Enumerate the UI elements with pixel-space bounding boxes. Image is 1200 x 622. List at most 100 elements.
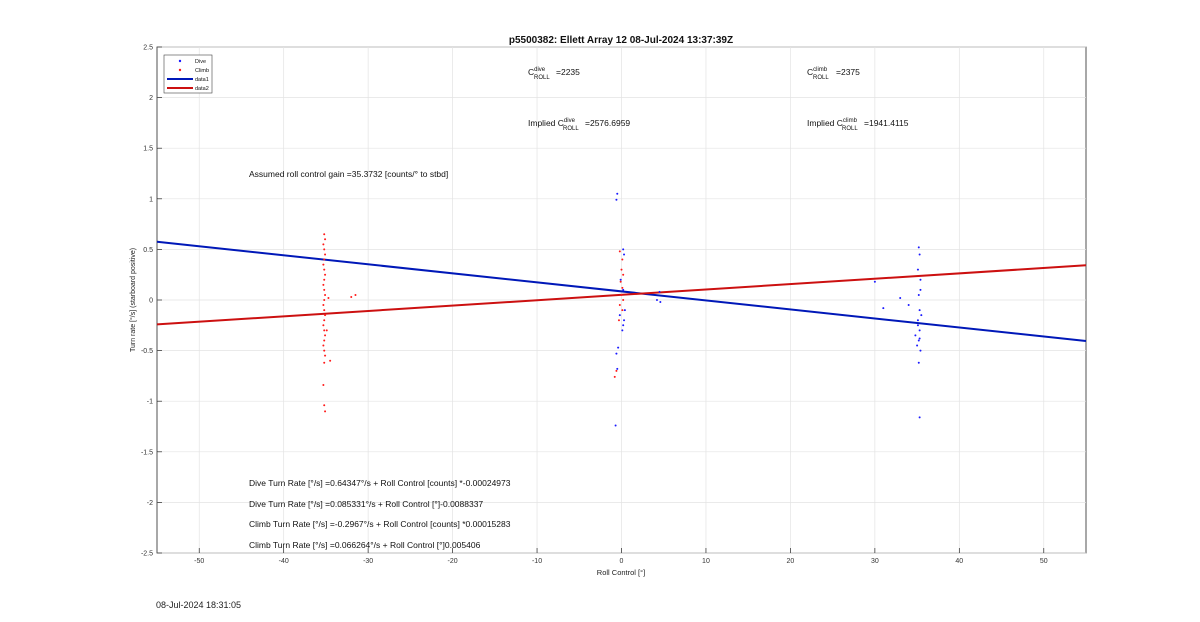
c-dive-sup: dive [534,67,546,73]
implied-climb-value: =1941.4115 [864,118,909,128]
point-climb [617,319,620,322]
point-dive [618,314,621,317]
point-climb [613,375,616,378]
legend-climb-marker [178,68,182,72]
point-climb [324,238,327,241]
y-tick-label: 2 [149,95,153,102]
point-dive [919,288,922,291]
point-climb [618,250,621,253]
c-dive-value: =2235 [556,67,580,77]
point-climb [622,299,625,301]
point-climb [323,309,326,312]
fit-annotation-4: Climb Turn Rate [°/s] =0.066264°/s + Rol… [249,540,481,550]
point-climb [324,410,327,413]
implied-dive-sup: dive [564,118,576,124]
point-climb [322,243,325,246]
x-tick-label: 40 [955,558,963,565]
print-timestamp: 08-Jul-2024 18:31:05 [156,600,242,610]
c-dive-annotation: Cdive ROLL =2235 [528,67,580,81]
point-dive [918,329,921,332]
legend-climb-label: Climb [195,68,209,74]
point-climb [615,369,618,372]
y-tick-label: -2.5 [141,551,153,558]
implied-dive-prefix: Implied C [528,118,564,128]
y-tick-label: 0 [149,298,153,305]
x-axis-label: Roll Control [°] [597,568,645,577]
scatter-points [322,192,923,427]
y-tick-label: -2 [147,500,153,507]
x-tick-label: -20 [448,558,458,565]
point-climb [621,309,624,312]
x-tick-label: -10 [532,558,542,565]
x-tick-label: 0 [620,558,624,565]
point-dive [623,319,626,322]
y-ticks: -2.5 -2 -1.5 -1 -0.5 0 0.5 1 1.5 2 2.5 [141,45,162,558]
chart-title: p5500382: Ellett Array 12 08-Jul-2024 13… [509,35,733,46]
point-dive [917,361,920,364]
c-dive-sub: ROLL [534,75,550,81]
point-climb [327,296,330,299]
point-climb [324,314,327,317]
point-climb [323,339,326,342]
point-dive [917,293,920,296]
x-tick-label: 30 [871,558,879,565]
point-dive [614,424,617,427]
c-dive-base: C [528,67,534,77]
point-climb [621,286,624,289]
y-tick-label: 2.5 [143,45,153,52]
y-tick-label: -1 [147,399,153,406]
x-tick-label: 10 [702,558,710,565]
legend-dive-label: Dive [195,59,206,65]
point-dive [918,337,921,340]
legend-box [163,54,213,94]
point-dive [899,296,902,299]
point-climb [323,233,326,236]
c-climb-annotation: Cclimb ROLL =2375 [807,67,860,81]
plot-area: -50 -40 -30 -20 -10 0 10 20 30 40 50 -2.5-2-1.5-1-… [141,45,1087,565]
point-dive [914,334,917,337]
point-dive [917,246,920,249]
point-climb [322,384,325,387]
legend-data2-label: data2 [195,86,209,92]
point-dive [916,324,919,327]
fit-annotation-2: Dive Turn Rate [°/s] =0.085331°/s + Roll… [249,499,483,509]
point-dive [615,352,618,355]
point-dive [918,309,921,312]
point-dive [622,288,625,291]
point-climb [324,334,327,337]
y-tick-label: -0.5 [141,348,153,355]
point-climb [354,293,357,296]
point-climb [323,288,326,291]
point-climb [322,283,325,286]
implied-dive-value: =2576.6959 [585,118,630,128]
point-dive [623,253,626,256]
point-dive [918,253,921,256]
y-axis-label: Turn rate [°/s] (starboard positive) [129,248,137,352]
y-tick-label: 1 [149,196,153,203]
point-climb [323,299,326,301]
point-climb [322,263,325,266]
x-tick-label: 20 [787,558,795,565]
point-dive [919,278,922,281]
point-dive [907,304,910,307]
point-climb [621,258,624,261]
fit-annotation-3: Climb Turn Rate [°/s] =-0.2967°/s + Roll… [249,519,511,529]
implied-dive-annotation: Implied Cdive ROLL =2576.6959 [528,118,630,132]
point-dive [916,344,919,347]
point-dive [658,290,661,293]
point-climb [350,295,353,298]
point-dive [617,346,620,349]
x-tick-label: 50 [1040,558,1048,565]
point-dive [621,329,624,332]
point-dive [615,198,618,201]
x-tick-label: -30 [363,558,373,565]
c-climb-base: C [807,67,813,77]
point-climb [322,324,325,327]
point-climb [322,344,325,347]
y-tick-label: 1.5 [143,146,153,153]
point-climb [323,404,326,407]
point-climb [323,349,326,352]
y-tick-label: 0.5 [143,247,153,254]
implied-climb-sub: ROLL [842,126,858,132]
c-climb-sup: climb [813,67,828,73]
